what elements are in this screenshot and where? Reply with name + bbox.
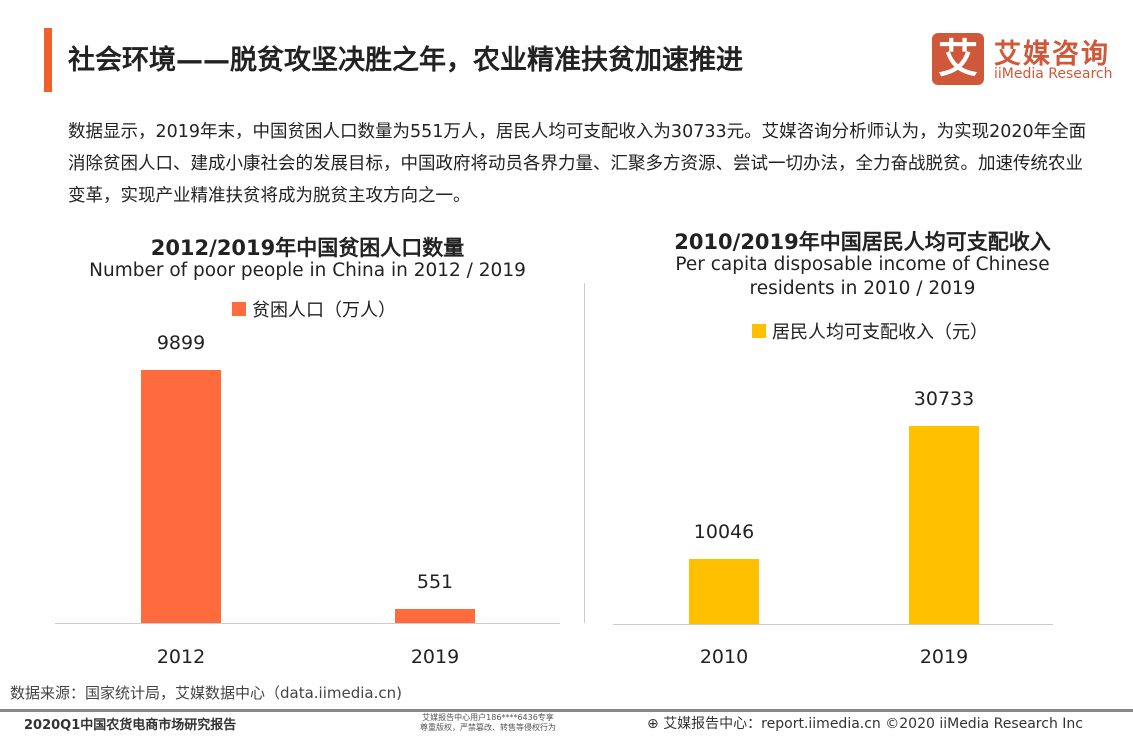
chart2-legend: 居民人均可支配收入（元）: [752, 318, 988, 344]
bar-2019: [395, 608, 475, 623]
bar-2019: [909, 426, 979, 624]
legend-swatch: [752, 324, 766, 338]
title-accent-bar: [44, 28, 52, 92]
report-name: 2020Q1中国农货电商市场研究报告: [24, 718, 237, 733]
bar-2012: [141, 370, 221, 623]
watermark-line: 艾媒报告中心用户186****6436专享: [422, 713, 554, 722]
chart2-subtitle: Per capita disposable income of Chinese …: [675, 254, 1050, 299]
data-label: 30733: [913, 388, 975, 410]
logo-text-cn: 艾媒咨询: [994, 39, 1110, 70]
data-label: 9899: [156, 332, 206, 354]
x-tick-label: 2019: [410, 646, 460, 668]
bar-2010: [689, 559, 759, 624]
legend-swatch: [232, 302, 246, 316]
chart2-title: 2010/2019年中国居民人均可支配收入: [674, 230, 1051, 254]
page-title: 社会环境——脱贫攻坚决胜之年，农业精准扶贫加速推进: [68, 45, 743, 76]
legend-label: 贫困人口（万人）: [252, 300, 396, 321]
logo-mark: 艾: [932, 33, 984, 85]
chart1-legend: 贫困人口（万人）: [232, 296, 396, 322]
globe-icon: ⊕: [647, 716, 664, 732]
data-source: 数据来源：国家统计局，艾媒数据中心（data.iimedia.cn): [10, 684, 402, 702]
data-label: 10046: [693, 521, 755, 544]
x-tick-label: 2019: [919, 646, 969, 668]
x-tick-label: 2010: [699, 646, 749, 668]
chart2-x-axis: [613, 624, 1053, 625]
footer-site-text: 艾媒报告中心：report.iimedia.cn ©2020 iiMedia R…: [663, 716, 1083, 732]
chart1-x-axis: [55, 623, 560, 624]
footer-divider: [0, 709, 1133, 712]
watermark: 艾媒报告中心用户186****6436专享 尊重版权，严禁篡改、转售等侵权行为: [420, 713, 556, 733]
data-label: 551: [416, 570, 454, 593]
logo-text-en: iiMedia Research: [994, 66, 1113, 82]
summary-paragraph: 数据显示，2019年末，中国贫困人口数量为551万人，居民人均可支配收入为307…: [68, 122, 1087, 206]
legend-label: 居民人均可支配收入（元）: [772, 322, 988, 343]
x-tick-label: 2012: [156, 646, 206, 668]
watermark-line: 尊重版权，严禁篡改、转售等侵权行为: [420, 723, 556, 732]
chart1-subtitle: Number of poor people in China in 2012 /…: [89, 260, 526, 281]
footer-site: ⊕ 艾媒报告中心：report.iimedia.cn ©2020 iiMedia…: [647, 713, 1083, 733]
chart1-title: 2012/2019年中国贫困人口数量: [150, 236, 465, 260]
chart-divider: [584, 283, 585, 623]
